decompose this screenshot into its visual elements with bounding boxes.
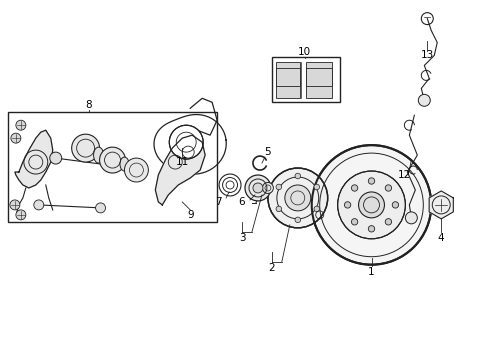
- Circle shape: [124, 158, 148, 182]
- Circle shape: [252, 183, 263, 193]
- Circle shape: [100, 147, 125, 173]
- Text: 6: 6: [238, 197, 245, 207]
- Circle shape: [313, 184, 319, 190]
- Circle shape: [169, 125, 203, 159]
- Bar: [275, 68, 299, 86]
- Text: 13: 13: [420, 50, 433, 60]
- Circle shape: [367, 226, 374, 232]
- Circle shape: [16, 120, 26, 130]
- Circle shape: [351, 185, 357, 191]
- Circle shape: [344, 202, 350, 208]
- Circle shape: [10, 200, 20, 210]
- Circle shape: [275, 184, 281, 190]
- Circle shape: [50, 152, 61, 164]
- Text: 9: 9: [186, 210, 193, 220]
- Circle shape: [294, 173, 300, 179]
- Circle shape: [16, 210, 26, 220]
- Polygon shape: [428, 191, 452, 219]
- Circle shape: [351, 219, 357, 225]
- Text: 11: 11: [175, 157, 188, 167]
- Circle shape: [95, 203, 105, 213]
- Text: 10: 10: [298, 48, 311, 58]
- Circle shape: [337, 171, 405, 239]
- Text: 4: 4: [437, 233, 444, 243]
- Text: 7: 7: [214, 197, 221, 207]
- Ellipse shape: [93, 147, 103, 163]
- Bar: [8, 112, 217, 222]
- Circle shape: [11, 133, 21, 143]
- Text: 8: 8: [85, 100, 92, 110]
- Circle shape: [385, 219, 391, 225]
- Circle shape: [405, 212, 416, 224]
- Bar: [271, 58, 339, 102]
- Ellipse shape: [120, 157, 129, 171]
- Bar: [305, 62, 331, 98]
- Circle shape: [367, 178, 374, 184]
- Bar: [275, 62, 299, 98]
- Text: 1: 1: [367, 267, 374, 276]
- Circle shape: [262, 183, 273, 193]
- Circle shape: [285, 185, 310, 211]
- Circle shape: [417, 94, 429, 106]
- Text: 3: 3: [238, 233, 245, 243]
- Circle shape: [294, 217, 300, 222]
- Circle shape: [72, 134, 100, 162]
- Polygon shape: [15, 130, 53, 188]
- Circle shape: [391, 202, 398, 208]
- Circle shape: [275, 206, 281, 212]
- Circle shape: [358, 192, 384, 218]
- Bar: [305, 68, 331, 86]
- Circle shape: [267, 168, 327, 228]
- Text: 2: 2: [268, 263, 275, 273]
- Circle shape: [244, 175, 270, 201]
- Polygon shape: [155, 135, 205, 205]
- Circle shape: [311, 145, 430, 265]
- Text: 12: 12: [397, 170, 410, 180]
- Circle shape: [385, 185, 391, 191]
- Circle shape: [313, 206, 319, 212]
- Text: 5: 5: [264, 147, 271, 157]
- Circle shape: [34, 200, 44, 210]
